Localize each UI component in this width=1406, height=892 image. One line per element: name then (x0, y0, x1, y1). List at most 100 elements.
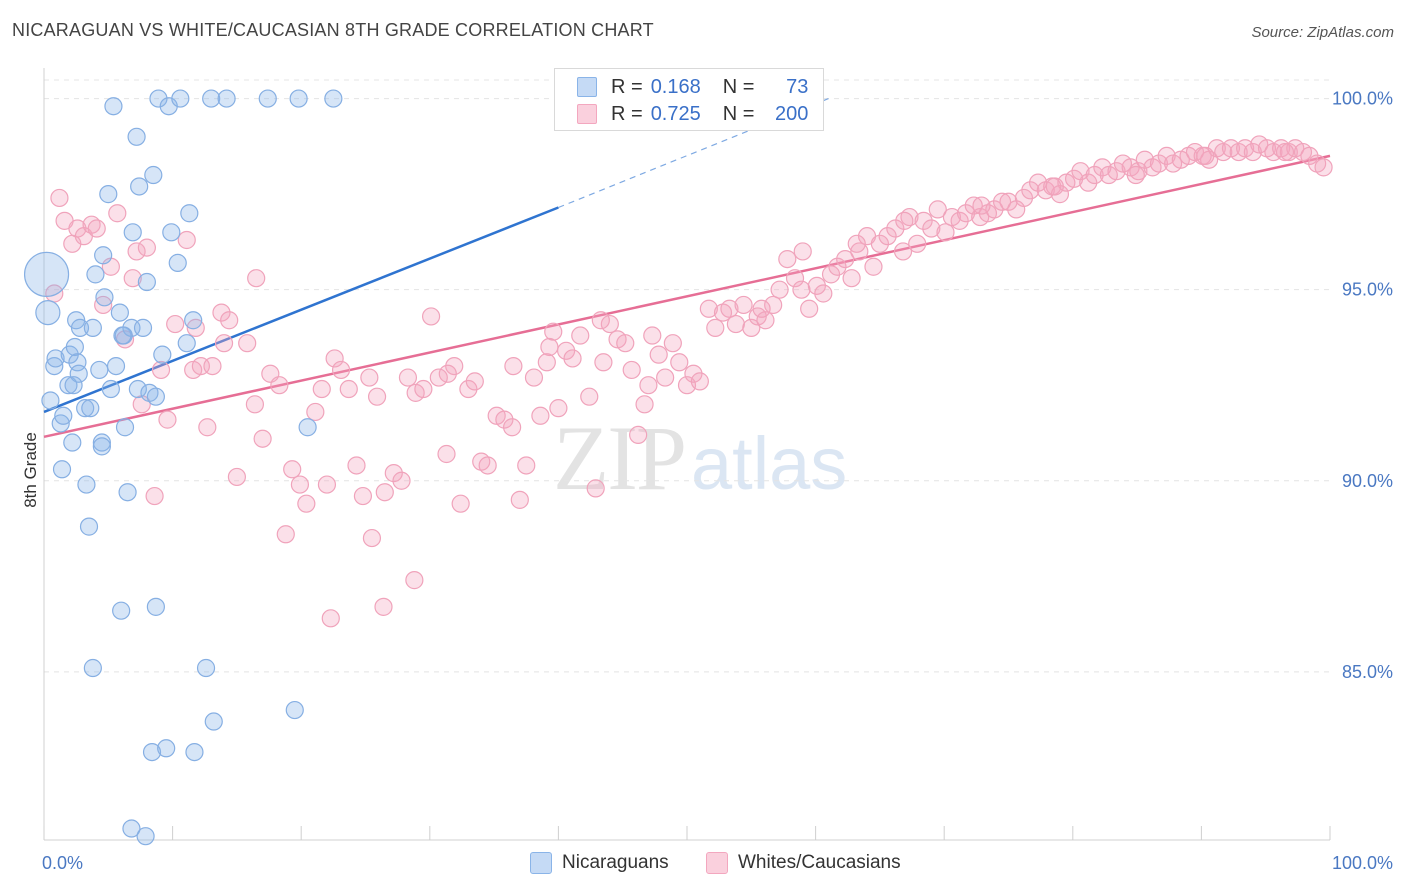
point-nicaraguans (285, 700, 304, 720)
point-whites-caucasians (166, 314, 185, 334)
point-whites-caucasians (720, 299, 739, 318)
point-whites-caucasians (414, 379, 433, 399)
point-whites-caucasians (828, 257, 847, 276)
point-whites-caucasians (177, 230, 196, 250)
point-whites-caucasians (972, 196, 991, 215)
point-nicaraguans (171, 89, 190, 108)
point-nicaraguans (35, 299, 61, 326)
point-whites-caucasians (1093, 158, 1112, 177)
point-whites-caucasians (1045, 177, 1064, 196)
legend-label-nicaraguans: Nicaraguans (562, 852, 669, 873)
point-whites-caucasians (699, 299, 718, 318)
chart-title: NICARAGUAN VS WHITE/CAUCASIAN 8TH GRADE … (12, 20, 654, 40)
legend-n-value: 73 (786, 75, 809, 98)
point-whites-caucasians (214, 334, 234, 353)
point-whites-caucasians (563, 349, 582, 368)
points-whites-caucasians (45, 135, 1333, 628)
point-whites-caucasians (317, 475, 337, 494)
point-nicaraguans (54, 406, 73, 425)
point-nicaraguans (123, 223, 142, 242)
point-whites-caucasians (870, 234, 890, 253)
point-nicaraguans (136, 827, 155, 846)
point-whites-caucasians (1275, 142, 1295, 162)
point-whites-caucasians (325, 349, 344, 368)
point-nicaraguans (298, 418, 317, 437)
point-whites-caucasians (580, 387, 599, 406)
point-whites-caucasians (247, 269, 266, 288)
point-whites-caucasians (734, 295, 753, 315)
point-nicaraguans (86, 265, 105, 284)
point-nicaraguans (130, 177, 149, 196)
point-whites-caucasians (151, 360, 171, 380)
legend-label-whites: Whites/Caucasians (738, 852, 901, 873)
point-whites-caucasians (571, 326, 590, 345)
x-tick-label-max: 100.0% (1332, 853, 1393, 873)
point-whites-caucasians (108, 204, 127, 223)
point-nicaraguans (41, 391, 60, 410)
point-nicaraguans (118, 483, 137, 502)
point-nicaraguans (128, 379, 147, 399)
axes (43, 68, 1331, 841)
point-whites-caucasians (245, 395, 265, 414)
point-nicaraguans (137, 272, 156, 292)
y-axis-label: 8th Grade (21, 432, 40, 508)
point-whites-caucasians (127, 242, 146, 261)
point-nicaraguans (122, 819, 141, 838)
legend-row-nicaraguans: R = 0.168 N = 73 (577, 75, 808, 99)
point-whites-caucasians (594, 353, 613, 372)
point-nicaraguans (180, 204, 199, 223)
legend-r-value: 0.725 (650, 102, 701, 125)
point-nicaraguans (133, 318, 153, 337)
point-nicaraguans (92, 433, 111, 452)
point-whites-caucasians (540, 337, 559, 357)
point-whites-caucasians (950, 211, 969, 230)
point-whites-caucasians (726, 314, 745, 334)
y-tick-label: 90.0% (1342, 471, 1393, 491)
point-whites-caucasians (283, 460, 302, 479)
point-nicaraguans (104, 97, 123, 116)
point-nicaraguans (63, 433, 82, 452)
point-whites-caucasians (123, 269, 142, 288)
point-whites-caucasians (1196, 146, 1215, 166)
point-nicaraguans (146, 597, 165, 616)
point-whites-caucasians (253, 429, 272, 448)
y-tick-label: 100.0% (1332, 89, 1393, 109)
point-whites-caucasians (270, 376, 289, 395)
point-nicaraguans (202, 89, 221, 108)
point-whites-caucasians (1300, 146, 1319, 166)
point-whites-caucasians (635, 395, 654, 414)
point-whites-caucasians (451, 494, 470, 513)
point-whites-caucasians (928, 200, 947, 219)
point-whites-caucasians (895, 211, 914, 230)
point-whites-caucasians (1243, 142, 1262, 162)
point-nicaraguans (204, 712, 223, 731)
point-nicaraguans (115, 418, 135, 437)
point-nicaraguans (184, 311, 203, 330)
point-whites-caucasians (549, 399, 568, 418)
point-whites-caucasians (445, 356, 464, 376)
legend-swatch-pink (577, 104, 597, 124)
tick-labels: 85.0% 90.0% 95.0% 100.0% 0.0% 100.0% (42, 89, 1393, 873)
point-nicaraguans (168, 253, 187, 273)
point-whites-caucasians (756, 311, 775, 330)
point-nicaraguans (112, 601, 131, 620)
x-tick-label-min: 0.0% (42, 853, 83, 873)
point-whites-caucasians (908, 234, 927, 253)
point-whites-caucasians (495, 410, 514, 429)
point-whites-caucasians (785, 269, 805, 288)
point-nicaraguans (45, 356, 64, 376)
point-whites-caucasians (137, 238, 156, 257)
point-whites-caucasians (1014, 188, 1034, 208)
point-whites-caucasians (922, 219, 941, 238)
point-whites-caucasians (836, 249, 855, 269)
point-nicaraguans (99, 185, 118, 204)
point-whites-caucasians (339, 379, 358, 399)
point-nicaraguans (69, 364, 88, 383)
point-whites-caucasians (663, 334, 682, 353)
point-nicaraguans (114, 326, 133, 345)
legend-n-label: N = (722, 75, 755, 98)
point-nicaraguans (81, 399, 100, 418)
point-whites-caucasians (847, 234, 866, 253)
point-whites-caucasians (1126, 165, 1145, 185)
